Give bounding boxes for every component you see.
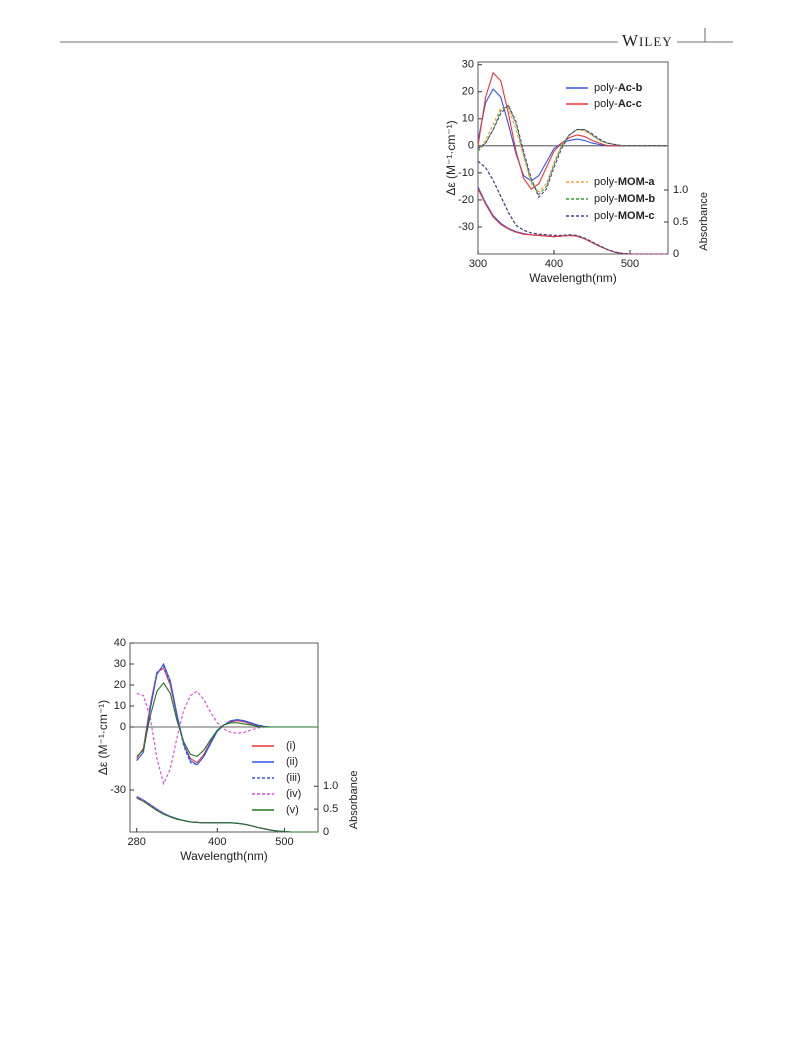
x-tick-label: 400 [545,258,563,270]
y-tick-label: 40 [114,637,126,649]
y-axis-label: Δε (M⁻¹·cm⁻¹) [444,120,458,195]
y-tick-label: 20 [462,86,474,98]
y-tick-label: 30 [114,658,126,670]
y2-axis-label: Absorbance [698,192,710,251]
x-tick-label: 300 [469,258,487,270]
legend-label: poly-Ac-c [594,98,642,110]
x-tick-label: 400 [208,836,226,848]
legend-label: (i) [286,740,296,752]
x-tick-label: 500 [621,258,639,270]
y-axis-label: Δε (M⁻¹·cm⁻¹) [96,700,110,775]
y2-tick-label: 1.0 [673,184,688,196]
y2-tick-label: 0.5 [323,803,338,815]
y2-tick-label: 0 [323,826,329,838]
plot-frame [477,61,669,255]
legend-label: poly-Ac-b [594,82,643,94]
cd-curve [477,104,668,196]
absorbance-curve [477,160,668,255]
y-tick-label: 0 [120,721,126,733]
y-tick-label: -20 [458,194,474,206]
legend-label: poly-MOM-b [594,193,655,205]
legend-label: poly-MOM-c [594,210,655,222]
y-tick-label: -30 [110,784,126,796]
legend-label: (iv) [286,788,301,800]
legend-label: (iii) [286,772,301,784]
y2-tick-label: 0.5 [673,216,688,228]
plot-frame [129,642,319,833]
y-tick-label: -30 [458,221,474,233]
y2-axis-label: Absorbance [348,771,360,830]
legend-label: (ii) [286,756,298,768]
x-tick-label: 280 [128,836,146,848]
y-tick-label: 20 [114,679,126,691]
legend-label: (v) [286,804,299,816]
x-axis-label: Wavelength(nm) [180,849,268,863]
y-tick-label: 10 [114,700,126,712]
brand: WILEY [618,31,677,51]
y-tick-label: 0 [468,140,474,152]
y2-tick-label: 1.0 [323,780,338,792]
y-tick-label: -10 [458,167,474,179]
x-tick-label: 500 [275,836,293,848]
y-tick-label: 30 [462,59,474,71]
x-axis-label: Wavelength(nm) [529,271,617,285]
cd-curve [136,681,318,758]
y2-tick-label: 0 [673,248,679,260]
cd-curve [477,104,668,199]
legend-label: poly-MOM-a [594,176,655,188]
cd-curve [136,690,318,786]
absorbance-curve [136,797,318,833]
y-tick-label: 10 [462,113,474,125]
